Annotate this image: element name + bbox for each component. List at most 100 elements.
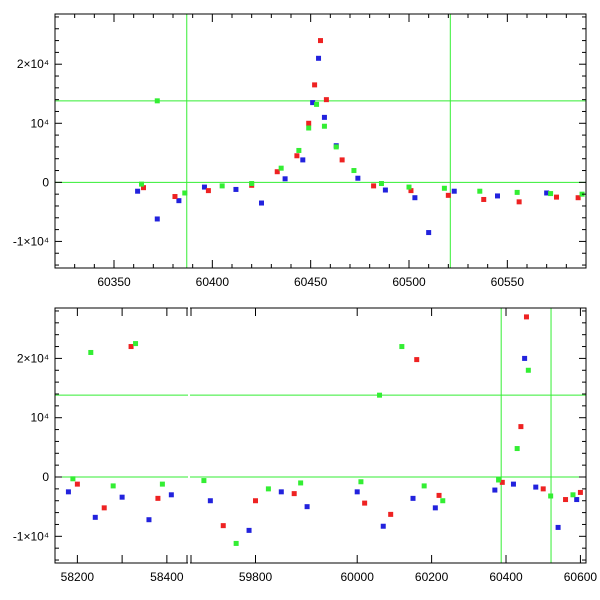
- data-point: [533, 484, 539, 490]
- data-point: [207, 498, 213, 504]
- data-point: [555, 524, 561, 530]
- data-point: [296, 147, 302, 153]
- data-point: [300, 157, 306, 163]
- data-point: [492, 487, 498, 493]
- x-tick-label: 59800: [239, 570, 273, 584]
- data-point: [119, 494, 125, 500]
- x-tick-label: 60500: [392, 275, 426, 289]
- data-point: [358, 479, 364, 485]
- y-tick-label: -1×10⁴: [13, 234, 49, 248]
- y-tick-label: -1×10⁴: [13, 529, 49, 543]
- data-point: [298, 480, 304, 486]
- data-point: [414, 357, 420, 363]
- data-point: [265, 486, 271, 492]
- data-point: [220, 523, 226, 529]
- data-point: [259, 200, 264, 206]
- y-tick-label: 2×10⁴: [17, 351, 49, 365]
- data-point: [548, 191, 554, 197]
- data-point: [496, 477, 502, 483]
- data-point: [540, 486, 546, 492]
- x-tick-label: 58200: [61, 570, 95, 584]
- x-tick-label: 60000: [341, 570, 375, 584]
- data-point: [388, 511, 394, 517]
- data-point: [172, 194, 178, 200]
- data-point: [65, 489, 71, 495]
- data-point: [563, 497, 569, 503]
- x-tick-label: 60400: [196, 275, 230, 289]
- data-point: [445, 192, 451, 198]
- x-tick-label: 60600: [564, 570, 598, 584]
- data-point: [321, 114, 327, 120]
- data-point: [406, 184, 412, 190]
- plot-frame: [54, 13, 587, 269]
- data-point: [278, 489, 284, 495]
- x-tick-label: 58400: [150, 570, 184, 584]
- x-tick-label: 60400: [489, 570, 523, 584]
- y-tick-label: 10⁴: [30, 116, 49, 130]
- data-point: [88, 349, 94, 355]
- data-point: [316, 55, 322, 61]
- data-point: [323, 97, 329, 103]
- data-point: [159, 481, 165, 487]
- data-point: [577, 489, 583, 495]
- top-panel: -1×10⁴ 0 10⁴ 2×10⁴ 60350 60400 60450 60500 60550: [13, 13, 587, 289]
- data-point: [410, 495, 416, 501]
- data-point: [139, 181, 145, 187]
- data-point: [371, 183, 377, 189]
- data-point: [525, 367, 531, 373]
- data-point: [321, 123, 327, 129]
- data-point: [432, 505, 438, 511]
- data-point: [135, 188, 141, 194]
- data-point: [141, 185, 146, 191]
- data-point: [233, 540, 239, 546]
- data-point: [249, 181, 255, 187]
- data-point: [306, 120, 312, 126]
- data-point: [74, 481, 80, 487]
- y-tick-label: 2×10⁴: [17, 57, 49, 71]
- data-point: [477, 188, 483, 194]
- data-point: [570, 492, 576, 498]
- data-point: [421, 483, 427, 489]
- y-tick-label: 10⁴: [30, 411, 49, 425]
- data-point: [354, 489, 360, 495]
- data-point: [544, 190, 550, 196]
- data-point: [516, 199, 522, 205]
- data-series: [74, 314, 583, 529]
- x-tick-label: 60550: [491, 275, 525, 289]
- data-point: [110, 483, 116, 489]
- data-point: [523, 314, 529, 320]
- data-point: [362, 500, 368, 506]
- data-point: [233, 186, 239, 192]
- data-point: [168, 492, 174, 498]
- data-point: [426, 230, 432, 236]
- data-point: [154, 216, 160, 222]
- data-point: [310, 100, 316, 106]
- data-point: [522, 355, 528, 361]
- data-point: [291, 491, 297, 497]
- data-series: [65, 355, 580, 533]
- data-point: [408, 188, 414, 194]
- data-point: [436, 492, 442, 498]
- data-point: [201, 478, 207, 484]
- data-series: [70, 341, 576, 546]
- data-series: [135, 55, 550, 236]
- data-point: [304, 504, 310, 510]
- x-tick-label: 60200: [415, 570, 449, 584]
- data-point: [378, 181, 384, 187]
- data-series: [141, 38, 581, 205]
- data-point: [182, 190, 188, 196]
- data-point: [154, 98, 160, 104]
- data-point: [201, 184, 207, 190]
- data-point: [318, 38, 323, 44]
- data-point: [351, 168, 357, 174]
- data-point: [412, 195, 418, 201]
- data-point: [377, 392, 383, 398]
- bottom-panel: -1×10⁴ 0 10⁴ 2×10⁴ 58200 58400 59800 60000 60200…: [13, 307, 598, 584]
- data-point: [176, 198, 182, 204]
- data-point: [306, 125, 312, 131]
- data-point: [128, 344, 134, 350]
- data-point: [399, 344, 405, 350]
- data-point: [440, 498, 446, 504]
- data-point: [333, 144, 339, 150]
- y-tick-label: 0: [42, 470, 49, 484]
